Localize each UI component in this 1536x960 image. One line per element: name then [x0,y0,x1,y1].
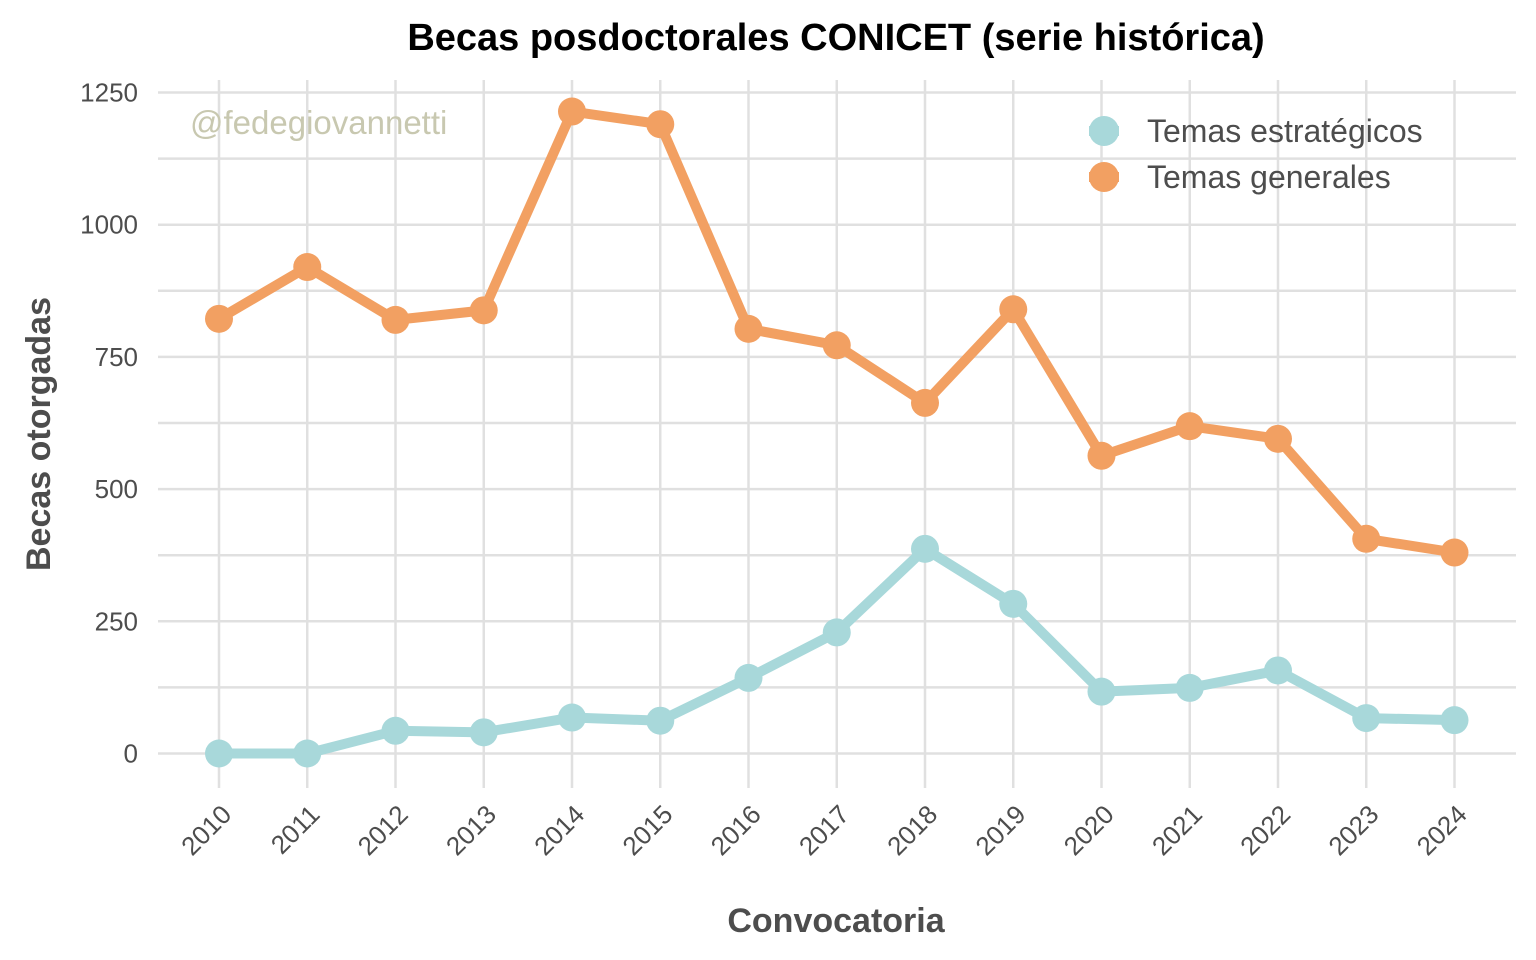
data-point [1087,441,1116,470]
data-point [558,703,586,732]
data-point [999,589,1028,618]
data-point [646,110,675,139]
data-point [911,388,939,417]
data-point [205,304,233,333]
series-group [205,97,1469,768]
x-tick-label: 2023 [1322,799,1384,861]
x-axis-title: Convocatoria [727,902,945,940]
x-tick-label: 2010 [175,799,237,861]
data-point [469,718,498,747]
legend-key-point [1089,116,1119,146]
data-point [558,97,586,126]
data-point [293,739,322,768]
y-tick-label: 1000 [80,210,138,240]
legend-item: Temas generales [1089,159,1391,195]
data-point [381,716,410,745]
y-axis-title: Becas otorgadas [20,297,58,571]
legend: Temas estratégicos Temas generales [1089,113,1423,195]
data-point [1440,538,1469,567]
x-tick-label: 2018 [881,799,943,861]
legend-label: Temas estratégicos [1147,113,1423,149]
data-point [1264,424,1292,453]
x-tick-label: 2016 [705,799,767,861]
data-point [911,534,939,563]
x-tick-label: 2020 [1058,799,1120,861]
x-tick-label: 2022 [1234,799,1296,861]
data-point [822,618,851,647]
y-tick-label: 0 [124,739,138,769]
x-tick-label: 2011 [265,799,326,860]
x-tick-label: 2017 [793,799,855,861]
data-point [734,663,763,692]
y-tick-labels: 0 250 500 750 1000 1250 [80,78,138,769]
grid-lines [158,80,1516,788]
data-point [734,314,763,343]
data-point [1264,656,1292,685]
data-point [1352,704,1381,733]
data-point [381,305,410,334]
x-tick-label: 2024 [1411,799,1473,861]
y-tick-label: 500 [95,474,138,504]
series-generales [205,97,1469,567]
x-tick-label: 2019 [969,799,1031,861]
x-tick-label: 2014 [528,799,590,861]
watermark-text: @fedegiovannetti [190,104,447,141]
x-tick-labels: 2010 2011 2012 2013 2014 2015 2016 2017 2018 2019… [175,799,1473,861]
y-tick-label: 750 [95,342,138,372]
data-point [822,331,851,360]
data-point [205,739,233,768]
data-point [1087,677,1116,706]
chart-title: Becas posdoctorales CONICET (serie histó… [407,17,1264,59]
y-tick-label: 250 [95,606,138,636]
data-point [1440,706,1469,735]
data-point [469,296,498,325]
legend-item: Temas estratégicos [1089,113,1423,149]
legend-label: Temas generales [1147,159,1391,195]
x-tick-label: 2012 [352,799,414,861]
data-point [646,706,675,735]
data-point [1175,673,1204,702]
data-point [1175,412,1204,441]
legend-key-point [1089,162,1119,192]
data-point [293,253,322,282]
x-tick-label: 2015 [616,799,678,861]
y-tick-label: 1250 [80,78,138,108]
x-tick-label: 2021 [1146,799,1208,861]
x-tick-label: 2013 [440,799,502,861]
series-estrategicos [205,534,1469,768]
data-point [1352,524,1381,553]
data-point [999,295,1028,324]
